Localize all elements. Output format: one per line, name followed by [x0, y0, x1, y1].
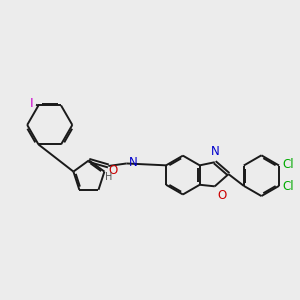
Text: N: N — [129, 156, 138, 169]
Text: H: H — [105, 172, 112, 182]
Text: Cl: Cl — [282, 158, 294, 171]
Text: O: O — [109, 164, 118, 178]
Text: Cl: Cl — [282, 180, 294, 193]
Text: I: I — [30, 97, 34, 110]
Text: N: N — [211, 145, 219, 158]
Text: O: O — [217, 190, 226, 202]
